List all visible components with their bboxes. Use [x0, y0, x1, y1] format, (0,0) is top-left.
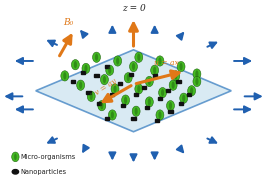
Circle shape: [12, 170, 19, 174]
Bar: [145, 106, 149, 109]
Ellipse shape: [103, 76, 106, 83]
Bar: [142, 86, 146, 88]
Ellipse shape: [132, 63, 135, 70]
Bar: [87, 91, 91, 94]
Ellipse shape: [132, 106, 140, 116]
Ellipse shape: [169, 80, 177, 90]
Bar: [70, 80, 75, 83]
Ellipse shape: [167, 101, 174, 111]
Ellipse shape: [148, 78, 151, 85]
Bar: [121, 104, 125, 107]
Ellipse shape: [179, 63, 183, 70]
Ellipse shape: [151, 65, 159, 75]
Ellipse shape: [137, 85, 140, 93]
Ellipse shape: [84, 65, 88, 72]
Ellipse shape: [169, 102, 172, 109]
Ellipse shape: [108, 67, 111, 74]
Ellipse shape: [153, 67, 156, 74]
Ellipse shape: [95, 53, 98, 61]
Bar: [110, 93, 115, 96]
Ellipse shape: [159, 88, 167, 98]
Ellipse shape: [106, 65, 114, 75]
Ellipse shape: [177, 61, 185, 72]
Text: Micro-organisms: Micro-organisms: [21, 154, 76, 160]
Ellipse shape: [148, 98, 151, 106]
Ellipse shape: [172, 71, 180, 81]
Ellipse shape: [63, 72, 66, 80]
Ellipse shape: [146, 97, 153, 107]
Bar: [95, 74, 99, 77]
Bar: [176, 80, 180, 83]
Text: B₀: B₀: [64, 18, 74, 27]
Ellipse shape: [158, 111, 162, 119]
Bar: [187, 93, 191, 96]
Bar: [105, 117, 109, 120]
Ellipse shape: [193, 76, 201, 87]
Bar: [131, 117, 136, 120]
Ellipse shape: [108, 110, 116, 120]
Bar: [152, 74, 157, 77]
Ellipse shape: [61, 71, 69, 81]
Ellipse shape: [158, 57, 162, 65]
Ellipse shape: [100, 74, 108, 85]
Ellipse shape: [74, 61, 77, 68]
Bar: [81, 71, 85, 74]
Ellipse shape: [14, 153, 17, 160]
Ellipse shape: [135, 52, 143, 62]
Ellipse shape: [79, 81, 82, 89]
Ellipse shape: [111, 84, 119, 94]
Ellipse shape: [124, 73, 132, 83]
Ellipse shape: [195, 70, 198, 78]
Text: v = ay: v = ay: [93, 77, 118, 97]
Ellipse shape: [116, 57, 119, 65]
Ellipse shape: [135, 108, 138, 115]
Ellipse shape: [90, 93, 93, 100]
Bar: [179, 102, 183, 105]
Bar: [134, 93, 138, 96]
Ellipse shape: [174, 72, 177, 80]
Ellipse shape: [127, 74, 130, 81]
Ellipse shape: [12, 152, 19, 162]
Ellipse shape: [111, 111, 114, 119]
Bar: [118, 82, 122, 85]
Bar: [97, 102, 101, 105]
Bar: [105, 65, 109, 68]
Text: u = ax: u = ax: [154, 59, 179, 67]
Ellipse shape: [87, 91, 95, 101]
Ellipse shape: [77, 80, 85, 90]
Ellipse shape: [82, 63, 90, 74]
Ellipse shape: [193, 69, 201, 79]
Ellipse shape: [114, 56, 121, 66]
Ellipse shape: [180, 93, 188, 103]
Ellipse shape: [100, 102, 103, 109]
Ellipse shape: [137, 53, 140, 61]
Ellipse shape: [71, 60, 79, 70]
Ellipse shape: [124, 96, 127, 104]
Ellipse shape: [129, 61, 138, 72]
Ellipse shape: [146, 76, 153, 87]
Text: z = 0: z = 0: [122, 5, 145, 13]
Bar: [168, 110, 172, 113]
Ellipse shape: [93, 52, 100, 62]
Ellipse shape: [156, 110, 164, 120]
Polygon shape: [36, 50, 231, 132]
Text: Nanoparticles: Nanoparticles: [21, 169, 67, 175]
Bar: [155, 119, 159, 122]
Bar: [158, 97, 162, 100]
Bar: [129, 73, 133, 75]
Ellipse shape: [188, 86, 196, 96]
Ellipse shape: [121, 95, 129, 105]
Ellipse shape: [195, 78, 198, 85]
Ellipse shape: [161, 89, 164, 96]
Ellipse shape: [190, 87, 193, 94]
Bar: [166, 89, 170, 92]
Ellipse shape: [135, 84, 143, 94]
Ellipse shape: [172, 81, 175, 89]
Ellipse shape: [113, 85, 117, 93]
Ellipse shape: [98, 101, 106, 111]
Ellipse shape: [156, 56, 164, 66]
Ellipse shape: [182, 94, 185, 102]
